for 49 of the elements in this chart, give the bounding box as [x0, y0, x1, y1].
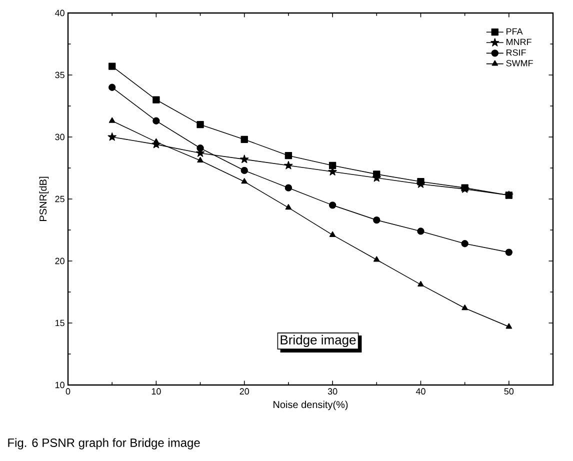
x-tick-label: 10 — [152, 388, 161, 395]
point — [152, 117, 160, 124]
point — [373, 216, 380, 224]
point — [284, 160, 293, 170]
point — [152, 96, 160, 104]
y-tick-label: 25 — [55, 196, 64, 202]
point — [329, 231, 336, 237]
point — [328, 162, 336, 170]
point — [196, 120, 204, 128]
point — [505, 248, 512, 256]
point — [240, 166, 248, 174]
y-tick-label: 35 — [55, 72, 64, 78]
point — [240, 136, 248, 144]
point — [285, 204, 292, 210]
x-tick-label: 30 — [328, 388, 338, 395]
point — [108, 84, 116, 91]
point — [108, 117, 116, 123]
legend-label: PFA — [506, 28, 523, 35]
point — [461, 240, 468, 248]
y-tick-label: 10 — [55, 382, 64, 388]
caption: Fig. 6 PSNR graph for Bridge image — [8, 438, 200, 450]
point — [284, 184, 292, 192]
legend-label: RSIF — [506, 49, 526, 56]
legend-label: MNRF — [506, 38, 532, 46]
point — [418, 280, 424, 287]
y-tick-label: 40 — [55, 10, 64, 16]
point — [417, 228, 424, 235]
x-tick-label: 0 — [66, 388, 70, 395]
point — [197, 156, 204, 163]
x-axis-title: Noise density(%) — [274, 400, 348, 410]
x-tick-label: 50 — [504, 388, 514, 395]
x-tick-label: 40 — [416, 388, 426, 395]
point — [506, 323, 512, 329]
y-axis-title: PSNR[dB] — [39, 176, 49, 221]
point — [373, 256, 380, 262]
annotation: Bridge image — [280, 334, 356, 348]
point — [108, 132, 116, 141]
y-tick-label: 15 — [55, 320, 64, 326]
y-tick-label: 30 — [55, 134, 64, 140]
legend-label: SWMF — [506, 60, 533, 66]
point — [284, 152, 292, 160]
point — [196, 144, 204, 152]
point — [241, 178, 248, 184]
point — [108, 62, 116, 70]
y-tick-label: 20 — [55, 258, 64, 264]
point — [240, 154, 249, 164]
point — [462, 304, 468, 310]
point — [328, 202, 336, 209]
x-tick-label: 20 — [240, 388, 250, 395]
